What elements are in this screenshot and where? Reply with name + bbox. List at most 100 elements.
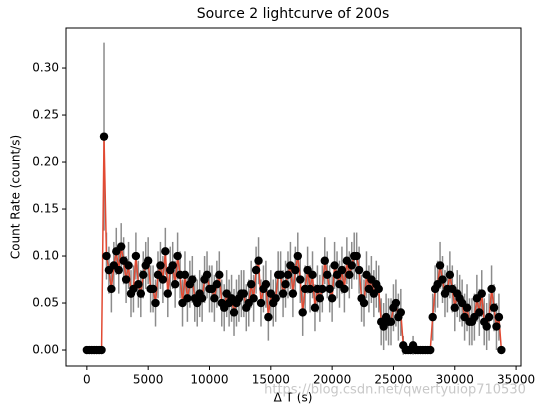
marker <box>271 294 280 303</box>
marker <box>246 280 256 289</box>
marker <box>396 308 406 317</box>
marker <box>136 289 146 298</box>
y-tick-label: 0.25 <box>32 108 59 122</box>
marker <box>202 270 212 280</box>
marker <box>291 265 300 275</box>
marker <box>293 251 302 261</box>
marker <box>308 270 317 280</box>
marker <box>318 284 327 294</box>
marker <box>288 289 298 298</box>
marker <box>158 275 168 284</box>
marker <box>163 289 172 298</box>
marker <box>320 256 329 265</box>
x-axis-label: Δ T (s) <box>274 391 313 405</box>
x-tick-label: 15000 <box>252 373 290 387</box>
marker <box>428 312 437 322</box>
marker <box>121 275 131 284</box>
y-axis-label: Count Rate (count/s) <box>9 135 23 259</box>
marker <box>276 270 285 280</box>
marker <box>156 261 165 270</box>
marker <box>97 345 106 355</box>
marker <box>462 303 472 312</box>
marker <box>173 251 182 261</box>
marker <box>298 308 307 317</box>
marker <box>482 322 491 331</box>
marker <box>229 308 239 317</box>
marker <box>114 265 123 275</box>
x-tick-label: 10000 <box>190 373 228 387</box>
marker <box>116 242 126 251</box>
marker <box>347 261 356 270</box>
marker <box>374 284 383 294</box>
marker <box>180 270 190 280</box>
watermark: https://blog.csdn.net/qwertyuiop710530 <box>264 383 526 398</box>
marker <box>197 294 207 303</box>
marker <box>450 303 459 312</box>
marker <box>168 261 177 270</box>
marker <box>212 280 222 289</box>
y-tick-label: 0.00 <box>32 343 59 357</box>
y-tick-label: 0.05 <box>32 296 59 310</box>
marker <box>99 132 109 141</box>
marker <box>327 294 337 303</box>
chart-title: Source 2 lightcurve of 200s <box>197 6 390 22</box>
marker <box>323 270 332 280</box>
marker <box>102 251 111 261</box>
marker <box>254 256 263 265</box>
marker <box>139 270 148 280</box>
marker <box>435 261 445 270</box>
marker <box>143 256 153 265</box>
marker <box>161 247 170 256</box>
marker <box>386 317 396 327</box>
y-tick-label: 0.10 <box>32 249 59 263</box>
x-tick-label: 0 <box>83 373 91 387</box>
marker <box>188 275 197 284</box>
marker <box>484 312 494 322</box>
marker <box>251 265 261 275</box>
marker <box>340 284 349 294</box>
x-tick-label: 5000 <box>133 373 164 387</box>
marker <box>278 289 288 298</box>
y-tick-label: 0.15 <box>32 202 59 216</box>
marker <box>249 294 258 303</box>
plot-frame <box>65 27 522 367</box>
marker <box>487 284 496 294</box>
marker <box>183 294 192 303</box>
marker <box>131 251 141 261</box>
marker <box>261 280 271 289</box>
marker <box>315 294 325 303</box>
marker <box>494 312 504 322</box>
marker <box>239 289 249 298</box>
marker <box>438 275 447 284</box>
marker <box>445 270 455 280</box>
marker <box>391 298 401 308</box>
marker <box>283 270 293 280</box>
line <box>86 136 503 351</box>
marker <box>148 284 158 294</box>
marker <box>354 265 364 275</box>
marker <box>345 270 354 280</box>
marker <box>107 284 116 294</box>
marker <box>477 289 486 298</box>
marker <box>210 294 219 303</box>
marker <box>310 303 320 312</box>
x-tick-label: 30000 <box>436 373 474 387</box>
marker <box>281 280 290 289</box>
marker <box>305 284 315 294</box>
marker <box>134 280 143 289</box>
x-tick-label: 35000 <box>497 373 535 387</box>
marker <box>296 275 305 284</box>
marker <box>151 298 160 308</box>
marker <box>124 261 133 270</box>
marker <box>426 345 435 355</box>
marker <box>352 251 361 261</box>
marker <box>359 298 369 308</box>
marker <box>489 303 499 312</box>
marker <box>170 280 180 289</box>
marker <box>337 265 347 275</box>
y-tick-label: 0.20 <box>32 155 59 169</box>
marker <box>325 284 334 294</box>
marker <box>264 312 273 322</box>
y-tick-label: 0.30 <box>32 61 59 75</box>
